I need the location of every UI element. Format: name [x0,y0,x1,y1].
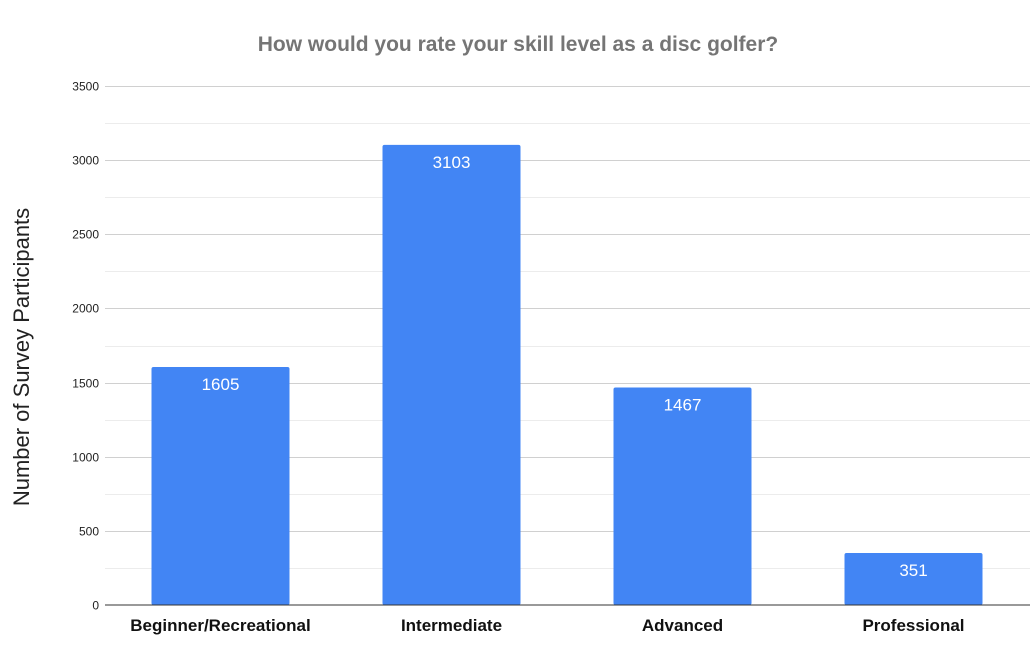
chart-title: How would you rate your skill level as a… [258,33,778,56]
x-category-label: Intermediate [401,616,502,635]
x-category-label: Advanced [642,616,723,635]
bar [151,367,290,605]
bar [844,552,983,605]
y-tick-label: 3500 [72,80,99,94]
x-category-label: Beginner/Recreational [130,616,310,635]
y-axis-label: Number of Survey Participants [9,208,34,506]
data-label: 351 [899,561,927,580]
data-label: 1467 [664,395,702,414]
y-tick-label: 1500 [72,377,99,391]
gridlines [105,86,1030,569]
x-axis-categories: Beginner/Recreational Intermediate Advance… [130,616,964,635]
bars [151,144,983,605]
data-labels: 1605 3103 1467 351 [202,153,928,580]
data-label: 3103 [433,153,471,172]
x-category-label: Professional [862,616,964,635]
bar [613,387,752,605]
y-tick-label: 1000 [72,451,99,465]
y-tick-label: 500 [79,525,99,539]
y-tick-label: 2500 [72,228,99,242]
y-tick-label: 3000 [72,154,99,168]
y-axis-ticks: 0 500 1000 1500 2000 2500 3000 3500 [72,80,99,613]
y-tick-label: 0 [92,599,99,613]
data-label: 1605 [202,375,240,394]
bar [382,144,521,605]
y-tick-label: 2000 [72,302,99,316]
